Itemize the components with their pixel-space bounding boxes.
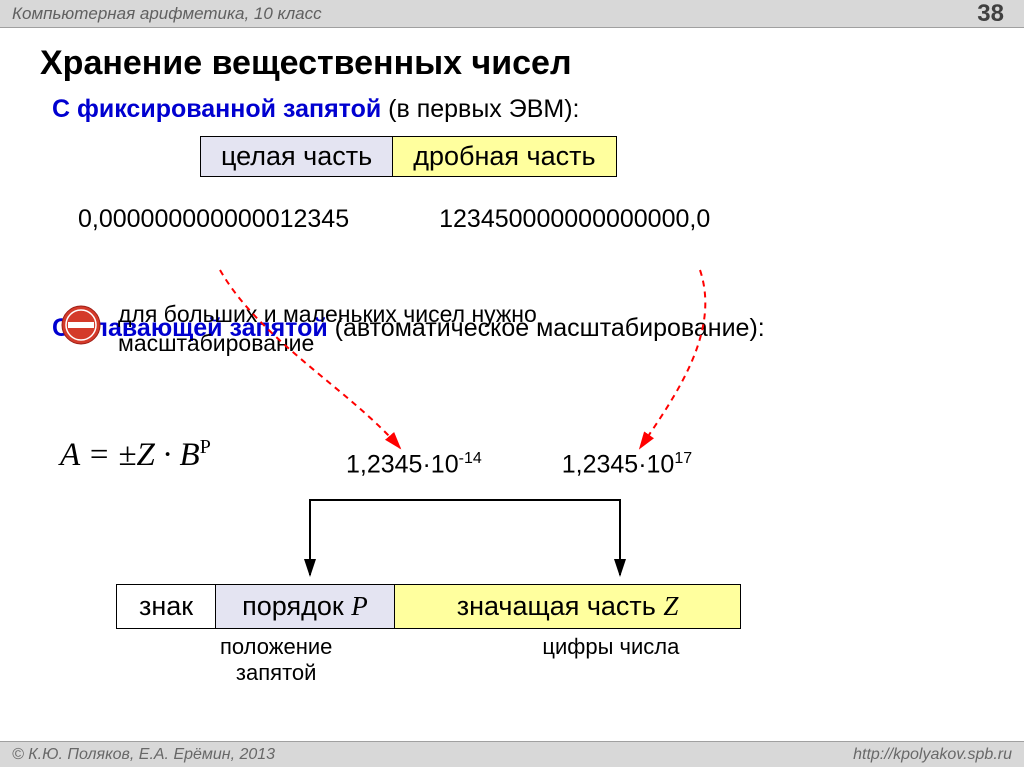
fixed-point-layout: целая часть дробная часть (200, 136, 617, 177)
slide-footer: © К.Ю. Поляков, Е.А. Ерёмин, 2013 http:/… (0, 741, 1024, 767)
float-layout-boxes: знак порядок P значащая часть Z (116, 584, 741, 629)
cell-integer-part: целая часть (200, 136, 393, 177)
cell-fraction-part: дробная часть (392, 136, 616, 177)
cell-mantissa: значащая часть Z (394, 584, 742, 629)
section-fixed-point: С фиксированной запятой (в первых ЭВМ): (52, 95, 1024, 124)
slide-title: Хранение вещественных чисел (40, 44, 1024, 83)
small-number: 0,000000000000012345 (78, 205, 349, 234)
sci-small: 1,2345·10-14 (346, 450, 482, 479)
under-labels: положение запятой цифры числа (220, 634, 679, 686)
note-line-1: для больших и маленьких чисел нужно (118, 300, 537, 329)
big-number: 123450000000000000,0 (439, 205, 710, 234)
sci-small-mantissa: 1,2345·10 (346, 450, 459, 478)
sci-big-exp: 17 (674, 450, 692, 467)
cell-sign: знак (116, 584, 216, 629)
note-line-2: масштабирование (118, 329, 537, 358)
under-order: положение запятой (220, 634, 332, 686)
cell-order-var: P (351, 591, 368, 621)
page-number: 38 (977, 0, 1004, 28)
footer-right: http://kpolyakov.spb.ru (853, 746, 1012, 764)
example-numbers-row: 0,000000000000012345 123450000000000000,… (78, 205, 1024, 234)
under-order-l1: положение (220, 634, 332, 660)
sci-big: 1,2345·1017 (562, 450, 692, 479)
section-fixed-bold: С фиксированной запятой (52, 95, 381, 123)
formula: A = ±Z · BP (60, 436, 211, 474)
stop-icon (60, 304, 102, 346)
cell-mantissa-var: Z (663, 591, 678, 621)
sci-big-mantissa: 1,2345·10 (562, 450, 675, 478)
cell-mantissa-label: значащая часть (457, 591, 664, 621)
cell-order: порядок P (215, 584, 395, 629)
slide-header: Компьютерная арифметика, 10 класс 38 (0, 0, 1024, 28)
footer-left: © К.Ю. Поляков, Е.А. Ерёмин, 2013 (12, 746, 275, 764)
under-order-l2: запятой (220, 660, 332, 686)
sci-small-exp: -14 (459, 450, 482, 467)
formula-exponent: P (200, 436, 211, 458)
section-fixed-rest: (в первых ЭВМ): (381, 95, 579, 123)
under-mantissa: цифры числа (542, 634, 679, 686)
scaling-note: для больших и маленьких чисел нужно масш… (118, 300, 537, 358)
header-left-text: Компьютерная арифметика, 10 класс (12, 4, 322, 24)
cell-order-label: порядок (242, 591, 351, 621)
scientific-notation-row: 1,2345·10-14 1,2345·1017 (346, 450, 692, 479)
formula-body: A = ±Z · B (60, 437, 200, 473)
